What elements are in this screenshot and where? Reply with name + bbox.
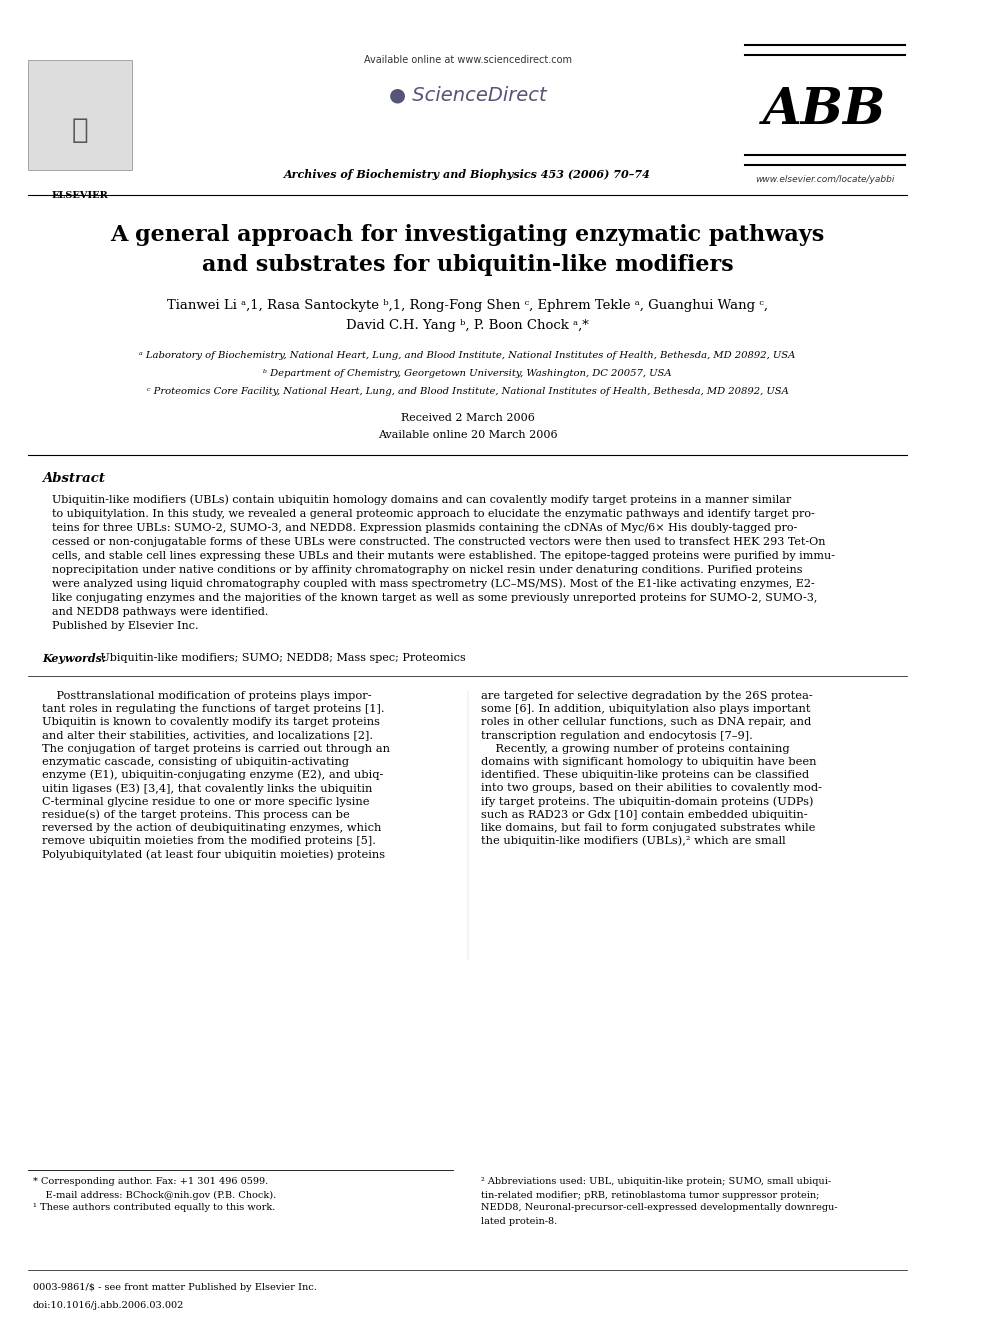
- Text: Abstract: Abstract: [43, 471, 105, 484]
- Text: David C.H. Yang ᵇ, P. Boon Chock ᵃ,*: David C.H. Yang ᵇ, P. Boon Chock ᵃ,*: [346, 319, 589, 332]
- Text: and alter their stabilities, activities, and localizations [2].: and alter their stabilities, activities,…: [43, 730, 374, 741]
- Text: Recently, a growing number of proteins containing: Recently, a growing number of proteins c…: [481, 744, 790, 754]
- Text: roles in other cellular functions, such as DNA repair, and: roles in other cellular functions, such …: [481, 717, 811, 728]
- Text: The conjugation of target proteins is carried out through an: The conjugation of target proteins is ca…: [43, 744, 391, 754]
- Text: doi:10.1016/j.abb.2006.03.002: doi:10.1016/j.abb.2006.03.002: [33, 1301, 185, 1310]
- Text: tin-related modifier; pRB, retinoblastoma tumor suppressor protein;: tin-related modifier; pRB, retinoblastom…: [481, 1191, 819, 1200]
- Text: into two groups, based on their abilities to covalently mod-: into two groups, based on their abilitie…: [481, 783, 821, 794]
- Text: like domains, but fail to form conjugated substrates while: like domains, but fail to form conjugate…: [481, 823, 815, 833]
- Text: Keywords:: Keywords:: [43, 652, 106, 664]
- Text: Available online 20 March 2006: Available online 20 March 2006: [378, 430, 558, 441]
- Text: Polyubiquitylated (at least four ubiquitin moieties) proteins: Polyubiquitylated (at least four ubiquit…: [43, 849, 386, 860]
- Text: Tianwei Li ᵃ,1, Rasa Santockyte ᵇ,1, Rong-Fong Shen ᶜ, Ephrem Tekle ᵃ, Guanghui : Tianwei Li ᵃ,1, Rasa Santockyte ᵇ,1, Ron…: [167, 299, 768, 311]
- Text: ᶜ Proteomics Core Facility, National Heart, Lung, and Blood Institute, National : ᶜ Proteomics Core Facility, National Hea…: [147, 386, 789, 396]
- Text: residue(s) of the target proteins. This process can be: residue(s) of the target proteins. This …: [43, 810, 350, 820]
- Text: Received 2 March 2006: Received 2 March 2006: [401, 413, 535, 423]
- Text: the ubiquitin-like modifiers (UBLs),² which are small: the ubiquitin-like modifiers (UBLs),² wh…: [481, 836, 786, 847]
- Text: Ubiquitin is known to covalently modify its target proteins: Ubiquitin is known to covalently modify …: [43, 717, 380, 728]
- Text: enzyme (E1), ubiquitin-conjugating enzyme (E2), and ubiq-: enzyme (E1), ubiquitin-conjugating enzym…: [43, 770, 384, 781]
- Text: C-terminal glycine residue to one or more specific lysine: C-terminal glycine residue to one or mor…: [43, 796, 370, 807]
- Text: remove ubiquitin moieties from the modified proteins [5].: remove ubiquitin moieties from the modif…: [43, 836, 376, 847]
- Text: identified. These ubiquitin-like proteins can be classified: identified. These ubiquitin-like protein…: [481, 770, 808, 781]
- Text: to ubiquitylation. In this study, we revealed a general proteomic approach to el: to ubiquitylation. In this study, we rev…: [52, 509, 814, 519]
- Text: cessed or non-conjugatable forms of these UBLs were constructed. The constructed: cessed or non-conjugatable forms of thes…: [52, 537, 825, 546]
- Text: A general approach for investigating enzymatic pathways: A general approach for investigating enz…: [110, 224, 824, 246]
- Text: ᵃ Laboratory of Biochemistry, National Heart, Lung, and Blood Institute, Nationa: ᵃ Laboratory of Biochemistry, National H…: [140, 351, 796, 360]
- Text: are targeted for selective degradation by the 26S protea-: are targeted for selective degradation b…: [481, 691, 812, 701]
- Text: cells, and stable cell lines expressing these UBLs and their mutants were establ: cells, and stable cell lines expressing …: [52, 550, 835, 561]
- Text: ify target proteins. The ubiquitin-domain proteins (UDPs): ify target proteins. The ubiquitin-domai…: [481, 796, 813, 807]
- Text: transcription regulation and endocytosis [7–9].: transcription regulation and endocytosis…: [481, 730, 753, 741]
- Text: Archives of Biochemistry and Biophysics 453 (2006) 70–74: Archives of Biochemistry and Biophysics …: [284, 169, 651, 180]
- Text: NEDD8, Neuronal-precursor-cell-expressed developmentally downregu-: NEDD8, Neuronal-precursor-cell-expressed…: [481, 1204, 837, 1212]
- Text: reversed by the action of deubiquitinating enzymes, which: reversed by the action of deubiquitinati…: [43, 823, 382, 833]
- Text: domains with significant homology to ubiquitin have been: domains with significant homology to ubi…: [481, 757, 816, 767]
- Text: 0003-9861/$ - see front matter Published by Elsevier Inc.: 0003-9861/$ - see front matter Published…: [33, 1283, 316, 1293]
- Text: Published by Elsevier Inc.: Published by Elsevier Inc.: [52, 620, 198, 631]
- Text: www.elsevier.com/locate/yabbi: www.elsevier.com/locate/yabbi: [755, 176, 895, 184]
- Text: like conjugating enzymes and the majorities of the known target as well as some : like conjugating enzymes and the majorit…: [52, 593, 817, 603]
- FancyBboxPatch shape: [29, 60, 132, 169]
- Text: ² Abbreviations used: UBL, ubiquitin-like protein; SUMO, small ubiqui-: ² Abbreviations used: UBL, ubiquitin-lik…: [481, 1177, 831, 1187]
- Text: noprecipitation under native conditions or by affinity chromatography on nickel : noprecipitation under native conditions …: [52, 565, 803, 576]
- Text: and substrates for ubiquitin-like modifiers: and substrates for ubiquitin-like modifi…: [201, 254, 733, 277]
- Text: Available online at www.sciencedirect.com: Available online at www.sciencedirect.co…: [364, 56, 571, 65]
- Text: ● ScienceDirect: ● ScienceDirect: [389, 86, 547, 105]
- Text: teins for three UBLs: SUMO-2, SUMO-3, and NEDD8. Expression plasmids containing : teins for three UBLs: SUMO-2, SUMO-3, an…: [52, 523, 798, 533]
- Text: lated protein-8.: lated protein-8.: [481, 1217, 558, 1225]
- Text: ᵇ Department of Chemistry, Georgetown University, Washington, DC 20057, USA: ᵇ Department of Chemistry, Georgetown Un…: [263, 369, 672, 377]
- Text: Ubiquitin-like modifiers (UBLs) contain ubiquitin homology domains and can coval: Ubiquitin-like modifiers (UBLs) contain …: [52, 495, 791, 505]
- Text: such as RAD23 or Gdx [10] contain embedded ubiquitin-: such as RAD23 or Gdx [10] contain embedd…: [481, 810, 807, 820]
- Text: ELSEVIER: ELSEVIER: [52, 191, 108, 200]
- Text: Ubiquitin-like modifiers; SUMO; NEDD8; Mass spec; Proteomics: Ubiquitin-like modifiers; SUMO; NEDD8; M…: [97, 654, 466, 663]
- Text: and NEDD8 pathways were identified.: and NEDD8 pathways were identified.: [52, 607, 268, 617]
- Text: * Corresponding author. Fax: +1 301 496 0599.: * Corresponding author. Fax: +1 301 496 …: [33, 1177, 268, 1187]
- Text: were analyzed using liquid chromatography coupled with mass spectrometry (LC–MS/: were analyzed using liquid chromatograph…: [52, 578, 814, 589]
- Text: 🌳: 🌳: [71, 116, 88, 144]
- Text: Posttranslational modification of proteins plays impor-: Posttranslational modification of protei…: [43, 691, 372, 701]
- Text: enzymatic cascade, consisting of ubiquitin-activating: enzymatic cascade, consisting of ubiquit…: [43, 757, 349, 767]
- Text: E-mail address: BChock@nih.gov (P.B. Chock).: E-mail address: BChock@nih.gov (P.B. Cho…: [33, 1191, 276, 1200]
- Text: some [6]. In addition, ubiquitylation also plays important: some [6]. In addition, ubiquitylation al…: [481, 704, 810, 714]
- Text: ABB: ABB: [763, 86, 887, 135]
- Text: ¹ These authors contributed equally to this work.: ¹ These authors contributed equally to t…: [33, 1204, 276, 1212]
- Text: tant roles in regulating the functions of target proteins [1].: tant roles in regulating the functions o…: [43, 704, 385, 714]
- Text: uitin ligases (E3) [3,4], that covalently links the ubiquitin: uitin ligases (E3) [3,4], that covalentl…: [43, 783, 373, 794]
